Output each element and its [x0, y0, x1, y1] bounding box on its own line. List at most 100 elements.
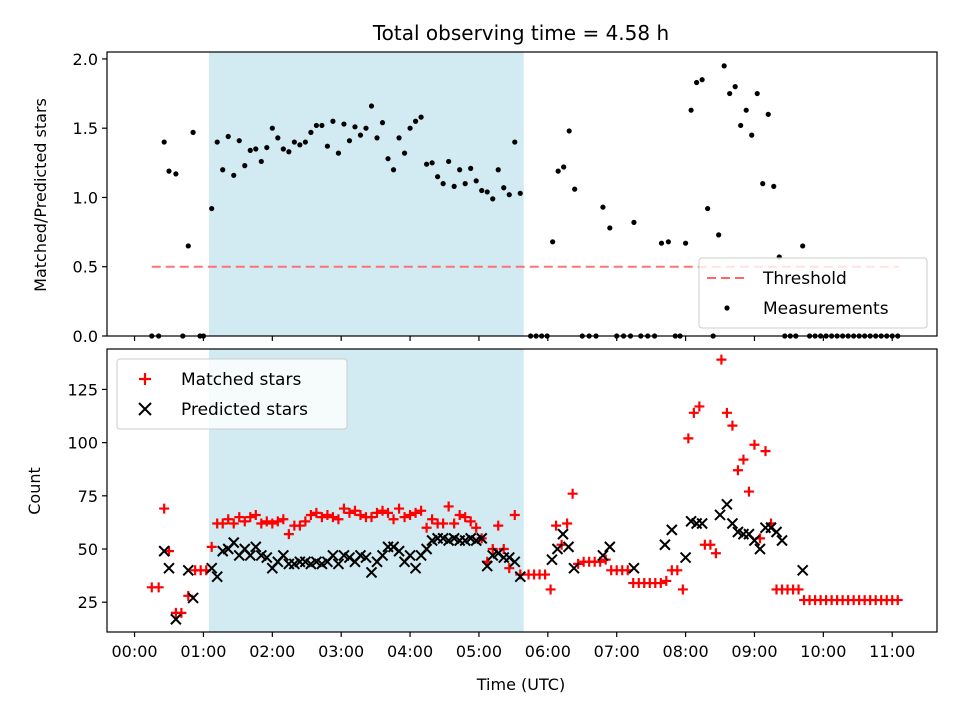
data-point — [672, 565, 683, 576]
data-point — [153, 582, 164, 593]
data-point — [322, 509, 333, 520]
data-point — [562, 541, 575, 553]
data-point — [308, 129, 314, 135]
data-point — [677, 584, 688, 595]
data-point — [738, 122, 744, 129]
data-point — [655, 578, 666, 589]
data-point — [330, 118, 336, 124]
data-point — [239, 516, 250, 527]
data-point — [223, 514, 234, 525]
data-point — [206, 541, 217, 552]
data-point — [163, 546, 174, 557]
data-point — [324, 143, 331, 149]
data-point — [346, 138, 353, 144]
data-point — [333, 514, 344, 525]
data-point — [540, 569, 551, 580]
data-point — [410, 507, 421, 518]
data-point — [242, 163, 248, 169]
legend: Threshold Measurements — [698, 257, 928, 329]
data-point — [388, 514, 399, 525]
data-point — [454, 509, 465, 520]
data-point — [694, 401, 705, 412]
data-point — [313, 122, 319, 129]
data-point — [726, 517, 739, 530]
data-point — [509, 509, 520, 520]
x-axis-label: Time (UTC) — [476, 675, 565, 694]
data-point — [231, 172, 237, 178]
x-tick-label: 11:00 — [869, 642, 915, 661]
data-point — [688, 407, 699, 418]
bottom-y-axis-label: Count — [25, 467, 44, 515]
data-point — [545, 584, 556, 595]
data-point — [771, 183, 777, 189]
legend-frame — [698, 257, 928, 329]
data-point — [727, 420, 738, 431]
data-point — [727, 90, 733, 97]
data-point — [694, 79, 700, 86]
x-tick-label: 08:00 — [663, 642, 709, 661]
data-point — [631, 219, 637, 225]
data-point — [462, 181, 468, 187]
data-point — [749, 132, 755, 138]
data-point — [404, 549, 416, 562]
data-point — [501, 185, 507, 191]
data-point — [291, 139, 297, 145]
data-point — [376, 549, 389, 562]
data-point — [710, 548, 721, 559]
data-point — [551, 543, 564, 555]
data-point — [170, 613, 182, 625]
data-point — [567, 488, 578, 499]
data-point — [247, 147, 253, 153]
data-point — [688, 107, 694, 113]
data-point — [245, 512, 256, 523]
data-point — [161, 139, 167, 145]
legend-label: Measurements — [763, 299, 889, 319]
chart-title: Total observing time = 4.58 h — [372, 21, 669, 45]
data-point — [338, 503, 349, 514]
data-point — [349, 505, 360, 516]
data-point — [683, 433, 694, 444]
data-point — [749, 439, 760, 450]
data-point — [699, 77, 705, 83]
data-point — [335, 150, 342, 156]
x-tick-label: 06:00 — [525, 642, 571, 661]
data-point — [776, 534, 788, 547]
data-point — [473, 178, 479, 184]
x-tick-label: 01:00 — [180, 642, 226, 661]
y-tick-label: 1.5 — [73, 119, 98, 138]
data-point — [163, 562, 175, 574]
data-point — [682, 240, 689, 246]
data-point — [765, 111, 771, 117]
data-point — [760, 446, 771, 457]
data-point — [557, 528, 569, 540]
data-point — [705, 539, 716, 550]
data-point — [253, 146, 259, 152]
data-point — [234, 512, 245, 523]
data-point — [176, 607, 187, 618]
data-point — [457, 167, 463, 173]
y-tick-label: 25 — [78, 593, 98, 612]
data-point — [420, 543, 433, 555]
y-tick-label: 75 — [78, 487, 98, 506]
data-point — [228, 536, 240, 549]
data-point — [770, 526, 783, 538]
data-point — [379, 120, 386, 126]
data-point — [666, 524, 678, 536]
data-point — [355, 509, 366, 520]
data-point — [440, 181, 446, 187]
data-point — [278, 514, 289, 525]
data-point — [187, 592, 199, 604]
y-tick-label: 0.0 — [73, 327, 98, 346]
top-panel: 0.0 0.5 1.0 1.5 2.0 Threshold Measurements — [73, 50, 938, 346]
data-point — [209, 205, 215, 212]
data-point — [377, 505, 388, 516]
data-point — [479, 187, 485, 194]
data-point — [546, 553, 558, 566]
observing-span — [208, 52, 524, 336]
x-tick-label: 00:00 — [111, 642, 157, 661]
legend-label: Threshold — [762, 269, 847, 289]
data-point — [374, 135, 380, 141]
data-point — [401, 150, 408, 156]
data-point — [416, 505, 427, 516]
